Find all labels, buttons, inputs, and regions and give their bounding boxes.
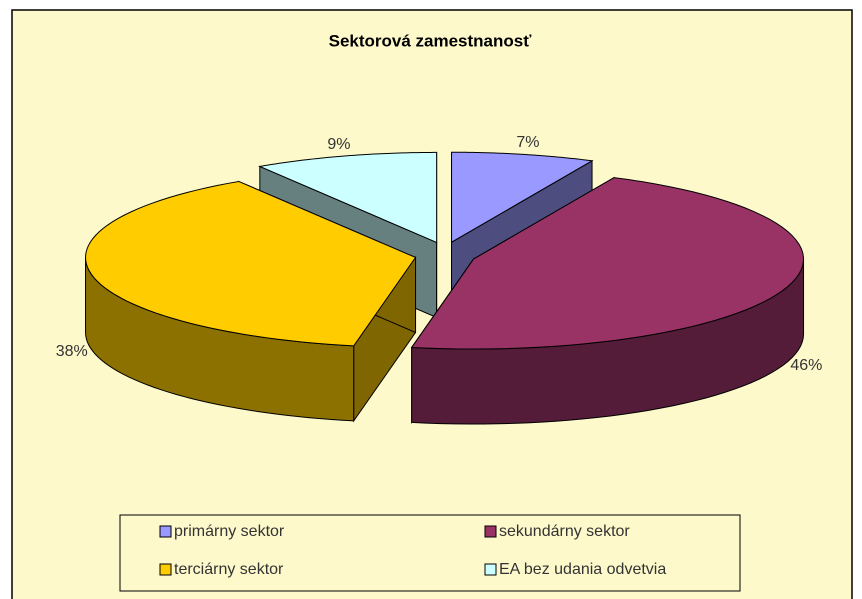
legend-label: primárny sektor	[174, 523, 285, 540]
data-label: 7%	[516, 134, 539, 151]
legend-swatch	[484, 563, 497, 576]
slice-top	[410, 177, 804, 350]
legend-swatch	[159, 563, 172, 576]
legend-box	[119, 514, 741, 592]
data-label: 9%	[327, 136, 350, 153]
legend-label: EA bez udania odvetvia	[499, 561, 666, 578]
slice-top	[258, 151, 438, 244]
data-label: 38%	[56, 343, 88, 360]
legend-swatch	[484, 525, 497, 538]
chart-title: Sektorová zamestnanosť	[329, 31, 533, 50]
pie-slice	[410, 176, 805, 425]
slice-top	[85, 180, 417, 347]
data-label: 46%	[790, 357, 822, 374]
legend-label: terciárny sektor	[174, 561, 284, 578]
legend-label: sekundárny sektor	[499, 523, 630, 540]
pie-slice	[85, 180, 417, 423]
legend-swatch	[159, 525, 172, 538]
slice-top	[451, 151, 594, 244]
